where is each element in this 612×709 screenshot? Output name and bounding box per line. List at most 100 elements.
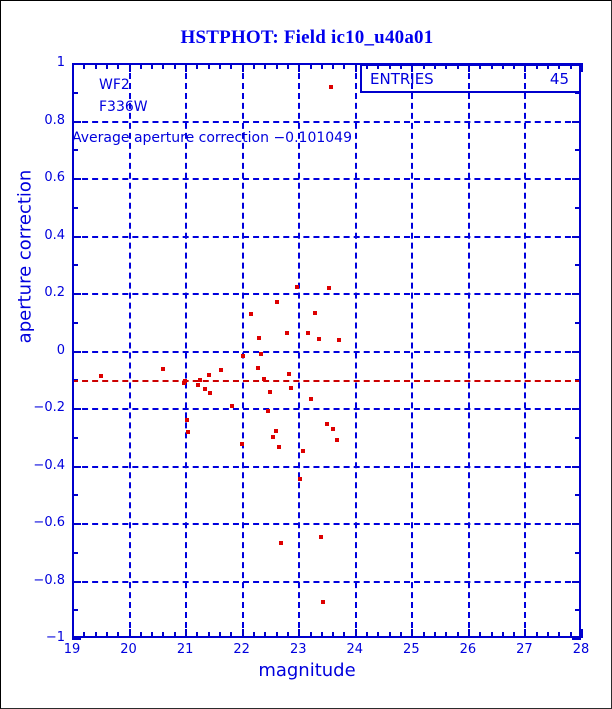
data-point <box>239 441 244 446</box>
y-axis-minor-tick <box>575 206 581 209</box>
x-axis-minor-tick <box>400 63 403 69</box>
y-axis-tick <box>72 235 81 238</box>
data-point <box>266 409 271 414</box>
y-axis-tick-label: 0.2 <box>44 285 65 300</box>
x-axis-minor-tick <box>83 63 86 69</box>
x-axis-minor-tick <box>162 632 165 638</box>
x-axis-tick <box>128 63 131 72</box>
x-axis-minor-tick <box>366 63 369 69</box>
x-axis-minor-tick <box>343 63 346 69</box>
x-axis-minor-tick <box>422 632 425 638</box>
x-axis-minor-tick <box>275 63 278 69</box>
y-axis-tick <box>572 120 581 123</box>
x-axis-minor-tick <box>196 63 199 69</box>
y-axis-minor-tick <box>575 551 581 554</box>
data-point <box>259 352 264 357</box>
y-axis-tick-label: 0 <box>56 342 65 358</box>
data-point <box>241 353 246 358</box>
y-axis-minor-tick <box>72 494 78 497</box>
y-axis-tick-label: 0.8 <box>44 112 65 128</box>
x-axis-minor-tick <box>490 632 493 638</box>
y-axis-tick <box>572 638 581 640</box>
plot-area <box>72 63 583 640</box>
x-axis-tick-label: 25 <box>403 642 420 657</box>
average-correction-line <box>72 379 581 382</box>
x-axis-tick-label: 28 <box>572 642 590 657</box>
data-point <box>313 310 318 315</box>
x-axis-minor-tick <box>117 632 120 638</box>
y-axis-tick-label: −0.2 <box>33 400 65 415</box>
y-axis-tick <box>72 350 81 353</box>
x-axis-minor-tick <box>490 63 493 69</box>
gridline-horizontal <box>72 523 581 525</box>
y-axis-tick <box>572 235 581 238</box>
data-point <box>329 85 334 90</box>
x-axis-title: magnitude <box>258 660 356 681</box>
x-axis-minor-tick <box>219 63 222 69</box>
x-axis-minor-tick <box>196 632 199 638</box>
data-point <box>267 390 272 395</box>
y-axis-minor-tick <box>72 551 78 554</box>
gridline-horizontal <box>72 120 581 123</box>
x-axis-minor-tick <box>105 63 108 69</box>
x-axis-tick <box>241 629 244 638</box>
x-axis-tick-label: 24 <box>346 642 364 657</box>
y-axis-tick <box>72 638 81 640</box>
y-axis-tick <box>572 465 581 468</box>
y-axis-minor-tick <box>72 609 78 612</box>
x-axis-minor-tick <box>388 632 391 638</box>
x-axis-tick-label: 21 <box>176 642 194 657</box>
y-axis-tick <box>72 120 81 123</box>
x-axis-minor-tick <box>332 632 335 638</box>
y-axis-tick <box>572 408 581 410</box>
x-axis-minor-tick <box>264 63 267 69</box>
x-axis-tick-label: 19 <box>63 642 81 657</box>
x-axis-minor-tick <box>535 632 538 638</box>
page-title: HSTPHOT: Field ic10_u40a01 <box>180 27 434 48</box>
x-axis-tick <box>354 629 357 638</box>
y-axis-minor-tick <box>575 149 581 152</box>
data-point <box>206 372 211 377</box>
y-axis-minor-tick <box>72 321 78 324</box>
x-axis-minor-tick <box>309 632 312 638</box>
x-axis-minor-tick <box>162 63 165 69</box>
x-axis-minor-tick <box>456 632 459 638</box>
x-axis-minor-tick <box>343 632 346 638</box>
data-point <box>294 285 299 290</box>
gridline-horizontal <box>72 178 581 180</box>
x-axis-tick-label: 23 <box>289 642 307 657</box>
y-axis-tick-label: 0.6 <box>44 170 65 185</box>
x-axis-tick <box>467 63 470 72</box>
entries-label: ENTRIES <box>370 70 434 88</box>
data-point <box>324 421 329 426</box>
y-axis-tick <box>72 178 81 180</box>
x-axis-minor-tick <box>558 632 561 638</box>
gridline-horizontal <box>72 408 581 410</box>
data-point <box>255 366 260 371</box>
y-axis-minor-tick <box>72 149 78 152</box>
data-point <box>256 336 261 341</box>
x-axis-tick <box>411 629 414 638</box>
y-axis-minor-tick <box>72 436 78 439</box>
x-axis-minor-tick <box>535 63 538 69</box>
x-axis-minor-tick <box>479 63 482 69</box>
gridline-horizontal <box>72 350 581 353</box>
data-point <box>262 377 267 382</box>
y-axis-minor-tick <box>575 609 581 612</box>
x-axis-minor-tick <box>207 63 210 69</box>
data-point <box>276 445 281 450</box>
x-axis-tick <box>524 629 527 638</box>
x-axis-tick-label: 26 <box>459 642 477 657</box>
x-axis-minor-tick <box>377 63 380 69</box>
x-axis-minor-tick <box>219 632 222 638</box>
filter-label: F336W <box>99 99 148 115</box>
data-point <box>218 367 223 372</box>
x-axis-minor-tick <box>139 63 142 69</box>
x-axis-tick <box>467 629 470 638</box>
average-correction-label: Average aperture correction −0.101049 <box>72 130 352 146</box>
x-axis-minor-tick <box>286 63 289 69</box>
x-axis-tick-label: 22 <box>233 642 250 657</box>
x-axis-minor-tick <box>320 63 323 69</box>
x-axis-minor-tick <box>388 63 391 69</box>
